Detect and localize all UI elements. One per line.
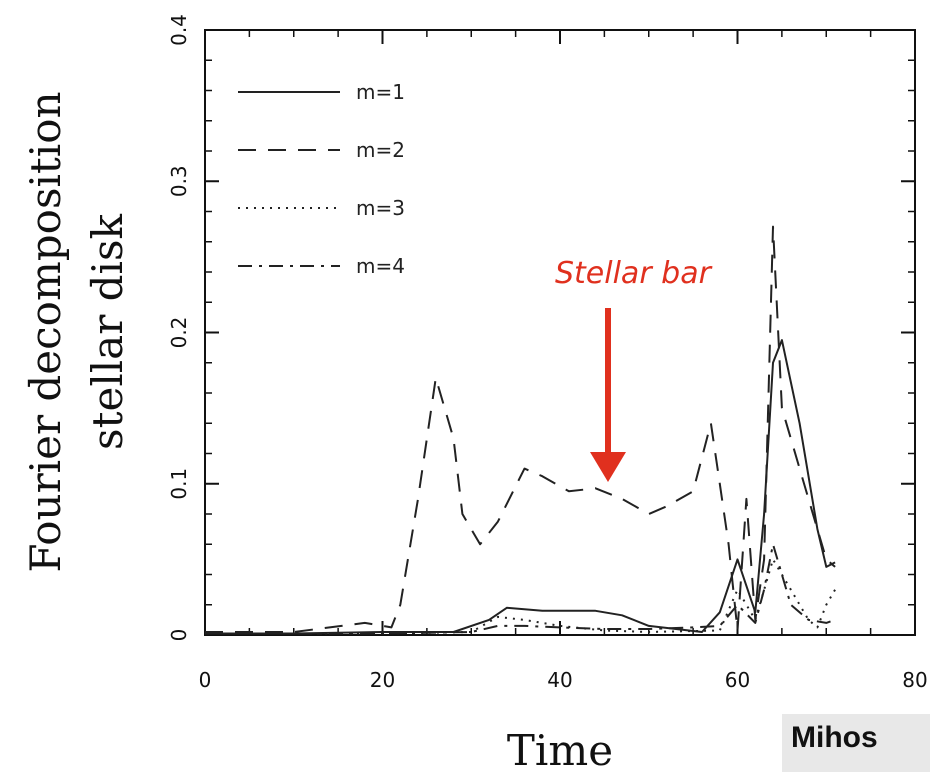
y-tick-label: 0.2 [167, 317, 191, 349]
annotation-stellar-bar: Stellar bar [555, 256, 713, 482]
x-tick-label: 0 [199, 668, 212, 692]
legend: m=1 m=2 m=3 m=4 [238, 80, 405, 278]
series-line-m3 [205, 558, 836, 635]
axis-ticks [204, 29, 916, 636]
legend-label: m=2 [356, 138, 405, 162]
x-tick-label: 40 [547, 668, 572, 692]
x-axis-label: Time [507, 726, 613, 772]
y-tick-label: 0 [167, 629, 191, 642]
x-tick-label: 20 [370, 668, 395, 692]
plot-frame [204, 29, 916, 636]
series-line-m1 [205, 339, 836, 635]
y-axis-label-line1: Fourier decomposition [21, 91, 70, 572]
credit-label: Mihos [791, 721, 878, 754]
plot-area [204, 29, 916, 636]
legend-label: m=3 [356, 196, 405, 220]
annotation-arrow-head [590, 452, 626, 482]
x-tick-label: 60 [725, 668, 750, 692]
x-tick-labels: 0 20 40 60 80 [199, 668, 928, 692]
credit-badge [782, 714, 930, 772]
y-tick-label: 0.3 [167, 165, 191, 197]
legend-label: m=4 [356, 254, 405, 278]
data-series [205, 225, 836, 635]
legend-label: m=1 [356, 80, 405, 104]
x-tick-label: 80 [902, 668, 927, 692]
annotation-label: Stellar bar [555, 256, 713, 291]
y-tick-label: 0.1 [167, 468, 191, 500]
y-tick-label: 0.4 [167, 14, 191, 46]
y-axis-label-line2: stellar disk [83, 213, 132, 449]
series-line-m2 [205, 225, 836, 633]
y-tick-labels: 0 0.1 0.2 0.3 0.4 [167, 14, 191, 641]
